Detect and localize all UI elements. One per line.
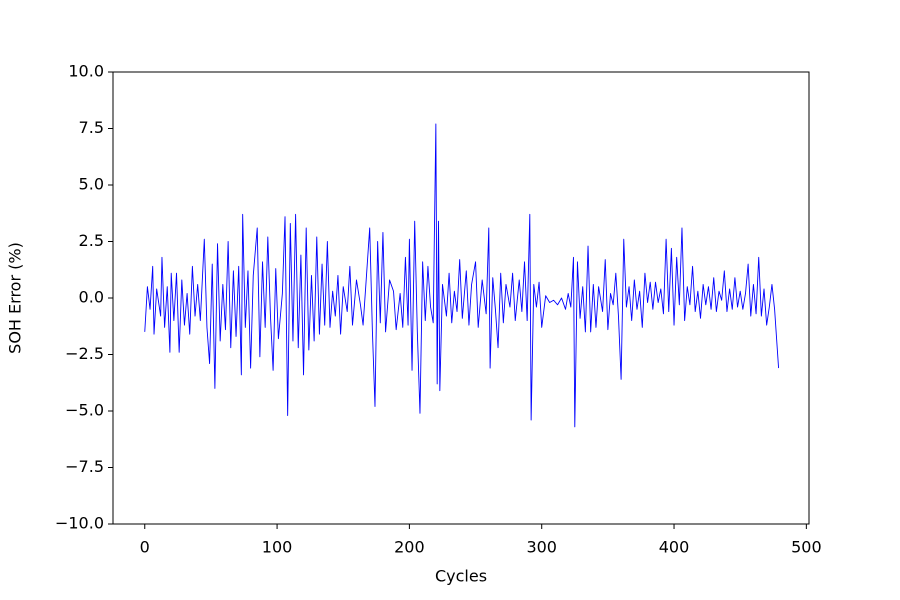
x-tick-label: 500 xyxy=(791,538,822,557)
y-tick-label: −5.0 xyxy=(65,401,104,420)
y-tick-label: 5.0 xyxy=(79,175,104,194)
x-tick-label: 0 xyxy=(140,538,150,557)
y-tick-label: −10.0 xyxy=(55,514,104,533)
x-axis-label: Cycles xyxy=(435,567,487,586)
x-tick-label: 100 xyxy=(262,538,293,557)
plot-frame xyxy=(112,71,810,525)
x-tick-label: 400 xyxy=(659,538,690,557)
data-line xyxy=(144,123,780,428)
x-tick-label: 300 xyxy=(526,538,557,557)
y-tick-label: 2.5 xyxy=(79,231,104,250)
y-tick-label: −7.5 xyxy=(65,457,104,476)
x-tick-label: 200 xyxy=(394,538,425,557)
y-tick-label: 0.0 xyxy=(79,288,104,307)
y-tick-label: 10.0 xyxy=(68,62,104,81)
y-axis-label: SOH Error (%) xyxy=(6,242,25,354)
y-tick-label: 7.5 xyxy=(79,118,104,137)
y-tick-label: −2.5 xyxy=(65,344,104,363)
